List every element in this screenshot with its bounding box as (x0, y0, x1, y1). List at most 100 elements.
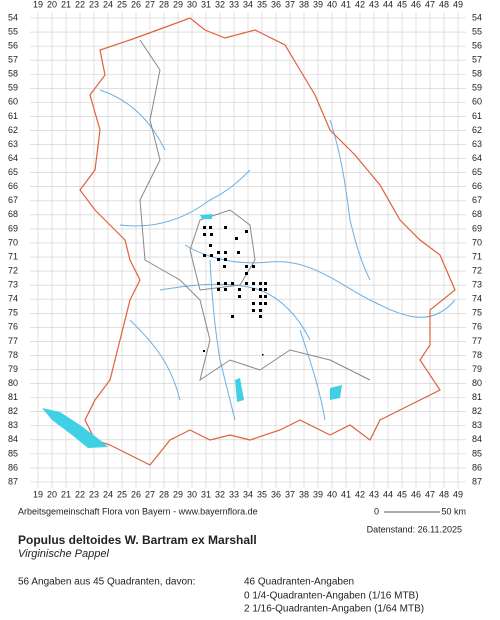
column-label: 32 (215, 489, 225, 499)
column-label: 35 (257, 0, 267, 9)
row-label: 79 (472, 364, 482, 374)
column-label: 19 (33, 0, 43, 9)
column-label: 44 (383, 489, 393, 499)
row-label: 59 (8, 83, 18, 93)
row-label: 76 (472, 322, 482, 332)
column-label: 21 (61, 0, 71, 9)
column-label: 34 (243, 489, 253, 499)
column-label: 37 (285, 489, 295, 499)
credit: Arbeitsgemeinschaft Flora von Bayern - w… (18, 506, 258, 516)
row-label: 54 (472, 12, 482, 22)
row-label: 63 (472, 139, 482, 149)
column-label: 30 (187, 489, 197, 499)
row-label: 73 (8, 280, 18, 290)
row-label: 74 (472, 294, 482, 304)
column-label: 42 (355, 489, 365, 499)
row-label: 66 (8, 181, 18, 191)
row-label: 80 (472, 378, 482, 388)
column-label: 34 (243, 0, 253, 9)
column-label: 46 (411, 0, 421, 9)
row-label: 72 (8, 265, 18, 275)
column-label: 22 (75, 489, 85, 499)
column-label: 47 (425, 489, 435, 499)
column-label: 20 (47, 489, 57, 499)
row-label: 67 (472, 195, 482, 205)
column-label: 36 (271, 0, 281, 9)
column-label: 24 (103, 0, 113, 9)
column-label: 49 (453, 489, 463, 499)
column-label: 28 (159, 489, 169, 499)
column-label: 25 (117, 0, 127, 9)
row-label: 74 (8, 294, 18, 304)
row-label: 69 (472, 223, 482, 233)
column-label: 33 (229, 489, 239, 499)
state-border (79, 17, 456, 466)
scale-end: 50 km (441, 506, 466, 516)
column-label: 38 (299, 0, 309, 9)
row-label: 60 (472, 97, 482, 107)
lake-constance (42, 408, 108, 448)
column-label: 41 (341, 0, 351, 9)
row-label: 71 (8, 251, 18, 261)
row-label: 86 (8, 462, 18, 472)
row-label: 57 (8, 55, 18, 65)
column-label: 31 (201, 489, 211, 499)
column-label: 41 (341, 489, 351, 499)
row-label: 65 (8, 167, 18, 177)
row-label: 80 (8, 378, 18, 388)
column-label: 26 (131, 489, 141, 499)
column-label: 21 (61, 489, 71, 499)
column-label: 32 (215, 0, 225, 9)
column-label: 42 (355, 0, 365, 9)
summary: 56 Angaben aus 45 Quadranten, davon: (18, 577, 195, 588)
scale-start: 0 (374, 506, 379, 516)
column-label: 46 (411, 489, 421, 499)
row-label: 71 (472, 251, 482, 261)
row-label: 67 (8, 195, 18, 205)
row-label: 55 (472, 26, 482, 36)
date: Datenstand: 26.11.2025 (367, 524, 462, 534)
row-label: 61 (8, 111, 18, 121)
row-label: 75 (472, 308, 482, 318)
column-label: 23 (89, 0, 99, 9)
column-label: 43 (369, 0, 379, 9)
row-label: 65 (472, 167, 482, 177)
row-label: 68 (472, 209, 482, 219)
column-label: 22 (75, 0, 85, 9)
column-label: 39 (313, 489, 323, 499)
column-label: 48 (439, 0, 449, 9)
column-label: 40 (327, 0, 337, 9)
column-label: 35 (257, 489, 267, 499)
row-label: 55 (8, 26, 18, 36)
column-label: 45 (397, 489, 407, 499)
row-label: 76 (8, 322, 18, 332)
row-label: 81 (8, 392, 18, 402)
column-label: 29 (173, 489, 183, 499)
row-label: 85 (472, 448, 482, 458)
grid (30, 12, 466, 488)
row-label: 56 (472, 40, 482, 50)
column-label: 29 (173, 0, 183, 9)
column-label: 33 (229, 0, 239, 9)
row-label: 82 (472, 406, 482, 416)
row-label: 83 (472, 420, 482, 430)
column-label: 45 (397, 0, 407, 9)
detail: 0 1/4-Quadranten-Angaben (1/16 MTB) (244, 591, 419, 602)
row-label: 86 (472, 462, 482, 472)
row-label: 83 (8, 420, 18, 430)
row-label: 84 (8, 434, 18, 444)
row-label: 72 (472, 265, 482, 275)
row-label: 54 (8, 12, 18, 22)
row-label: 85 (8, 448, 18, 458)
column-label: 23 (89, 489, 99, 499)
row-label: 69 (8, 223, 18, 233)
row-label: 64 (472, 153, 482, 163)
row-label: 84 (472, 434, 482, 444)
row-label: 56 (8, 40, 18, 50)
detail: 46 Quadranten-Angaben (244, 577, 354, 588)
row-label: 64 (8, 153, 18, 163)
column-label: 36 (271, 489, 281, 499)
column-label: 30 (187, 0, 197, 9)
row-label: 66 (472, 181, 482, 191)
row-label: 58 (8, 69, 18, 79)
